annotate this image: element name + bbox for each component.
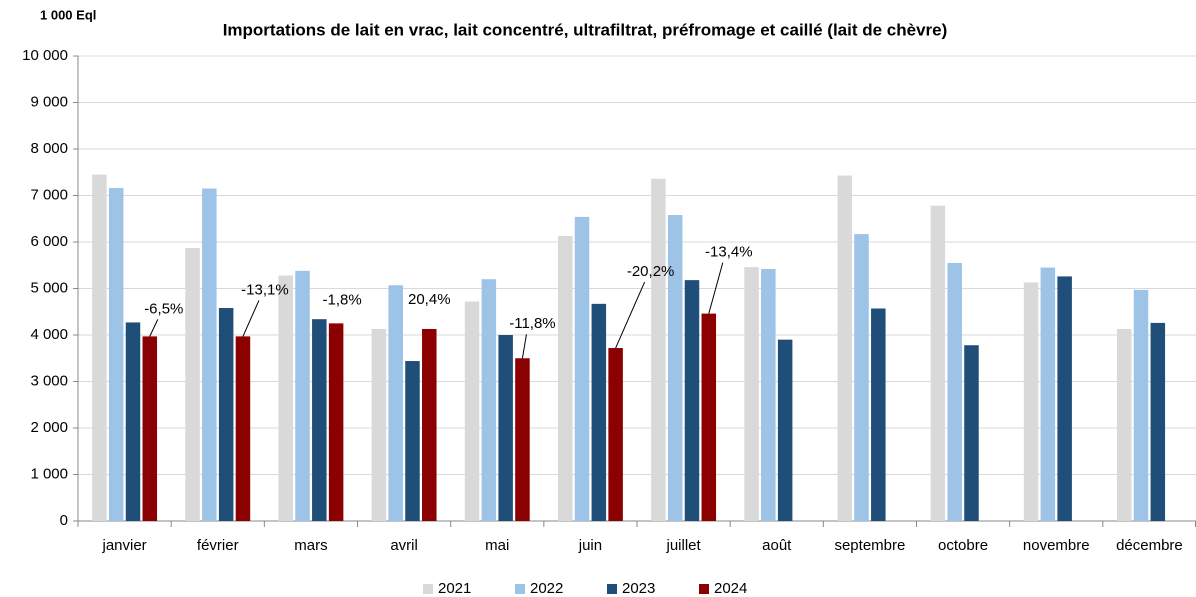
legend-label: 2022 xyxy=(530,580,563,597)
bar xyxy=(1133,289,1149,521)
bar xyxy=(1023,282,1039,521)
bar xyxy=(947,262,962,521)
x-tick-label: mai xyxy=(485,537,509,554)
bar xyxy=(591,303,607,521)
bar xyxy=(142,336,158,521)
annotation: -20,2% xyxy=(627,263,675,280)
legend-swatch xyxy=(607,584,617,594)
bar xyxy=(202,188,217,521)
bar xyxy=(1057,276,1072,521)
bar xyxy=(930,205,946,522)
legend-label: 2021 xyxy=(438,580,471,597)
leader-line xyxy=(708,262,724,314)
x-tick-label: juin xyxy=(578,537,602,554)
bar xyxy=(854,234,869,521)
bar xyxy=(761,268,776,521)
bar xyxy=(557,235,573,521)
y-tick-label: 0 xyxy=(60,512,68,529)
bar xyxy=(1040,267,1056,521)
bar xyxy=(515,358,530,521)
bar xyxy=(481,279,497,521)
bar xyxy=(371,328,387,521)
bar xyxy=(701,313,717,521)
chart-title: Importations de lait en vrac, lait conce… xyxy=(223,20,948,39)
x-tick-label: décembre xyxy=(1116,537,1183,554)
bar xyxy=(328,323,344,521)
annotation: -11,8% xyxy=(509,315,555,332)
annotation: -1,8% xyxy=(323,291,362,308)
bar xyxy=(608,348,623,521)
x-tick-label: janvier xyxy=(101,537,146,554)
bar xyxy=(218,308,234,521)
legend-label: 2024 xyxy=(714,580,747,597)
bar xyxy=(574,216,590,521)
annotation: -13,4% xyxy=(705,244,753,261)
bar xyxy=(108,188,124,521)
y-tick-label: 2 000 xyxy=(30,419,68,436)
bar xyxy=(92,174,107,521)
x-tick-label: février xyxy=(197,537,239,554)
y-tick-label: 5 000 xyxy=(30,279,68,296)
bar xyxy=(498,335,513,521)
bar xyxy=(312,319,327,521)
bar xyxy=(278,275,293,521)
y-tick-label: 4 000 xyxy=(30,326,68,343)
y-tick-label: 6 000 xyxy=(30,233,68,250)
bar xyxy=(464,301,480,521)
legend-swatch xyxy=(423,584,433,594)
bar xyxy=(837,175,852,521)
annotation: -6,5% xyxy=(144,300,183,317)
bar xyxy=(125,322,141,521)
bar xyxy=(871,308,886,521)
bar xyxy=(295,270,310,521)
y-tick-label: 1 000 xyxy=(30,465,68,482)
y-axis-unit: 1 000 Eql xyxy=(40,7,96,22)
leader-line xyxy=(615,281,646,349)
x-tick-label: octobre xyxy=(938,537,988,554)
leader-line xyxy=(149,319,159,337)
bar xyxy=(684,280,700,521)
bar xyxy=(777,339,793,521)
bar xyxy=(1116,328,1132,521)
bar xyxy=(1150,322,1166,521)
bar xyxy=(964,345,979,521)
y-tick-label: 7 000 xyxy=(30,186,68,203)
annotation: 20,4% xyxy=(408,291,451,308)
bar xyxy=(388,285,403,521)
y-tick-label: 3 000 xyxy=(30,372,68,389)
bar xyxy=(422,328,437,521)
y-tick-label: 9 000 xyxy=(30,93,68,110)
y-tick-label: 8 000 xyxy=(30,140,68,157)
x-tick-label: avril xyxy=(390,537,418,554)
x-tick-label: septembre xyxy=(834,537,905,554)
x-tick-label: juillet xyxy=(665,537,701,554)
legend-swatch xyxy=(699,584,709,594)
x-tick-label: août xyxy=(762,537,792,554)
leader-line xyxy=(242,300,260,337)
leader-line xyxy=(521,334,527,359)
x-tick-label: novembre xyxy=(1023,537,1090,554)
bar xyxy=(667,215,683,521)
bar xyxy=(235,336,251,521)
legend-swatch xyxy=(515,584,525,594)
annotation: -13,1% xyxy=(241,281,289,298)
legend-label: 2023 xyxy=(622,580,655,597)
bar xyxy=(744,267,759,521)
bar xyxy=(405,361,420,521)
y-tick-label: 10 000 xyxy=(22,47,68,64)
bar xyxy=(185,248,200,522)
x-tick-label: mars xyxy=(294,537,327,554)
bar xyxy=(651,178,666,521)
